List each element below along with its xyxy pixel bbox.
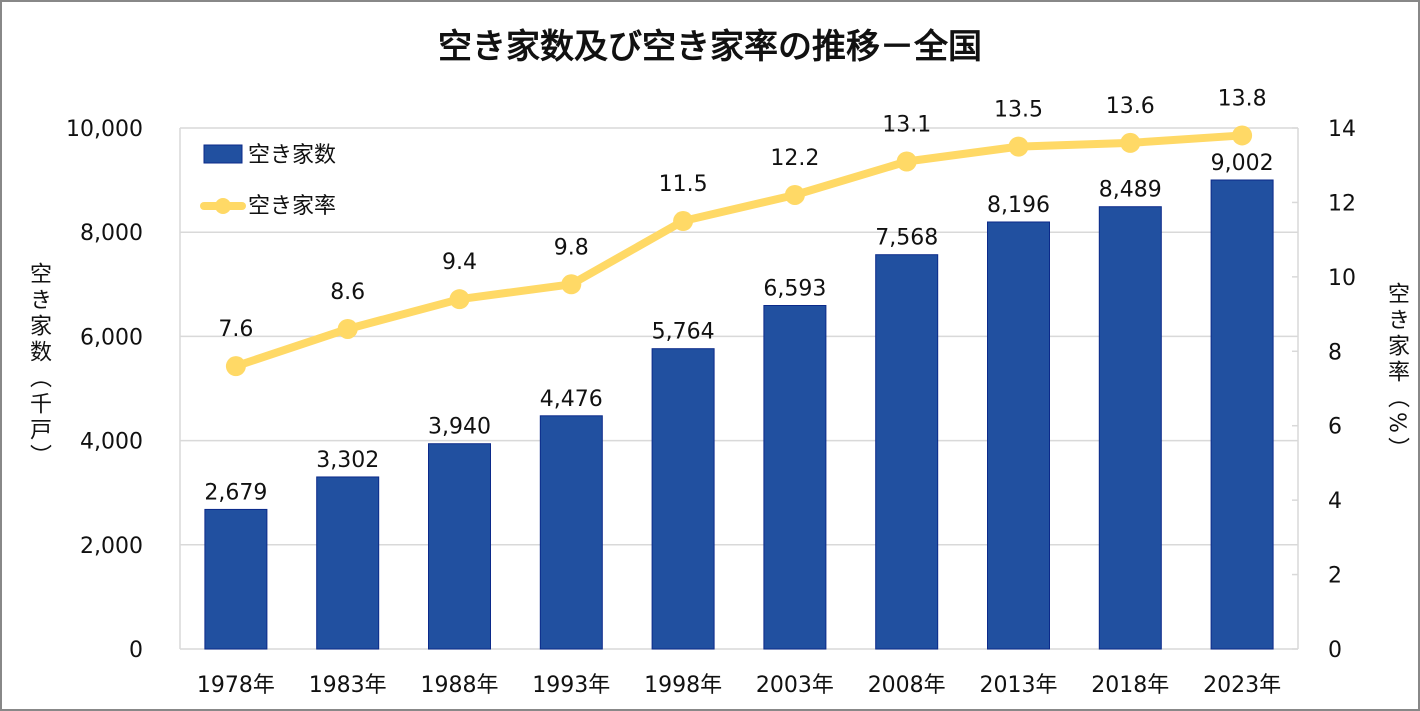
x-tick-label: 1993年 <box>532 673 610 698</box>
x-tick-label: 1988年 <box>421 673 499 698</box>
line-data-label: 9.4 <box>442 250 477 275</box>
bar-data-label: 5,764 <box>652 320 715 345</box>
y2-tick-label: 14 <box>1328 117 1356 142</box>
bar <box>763 305 827 650</box>
bar-data-label: 3,940 <box>428 415 491 440</box>
bar-data-label: 9,002 <box>1211 151 1274 176</box>
legend: 空き家数 空き家率 <box>200 143 336 219</box>
x-tick-label: 1978年 <box>197 673 275 698</box>
chart-title: 空き家数及び空き家率の推移－全国 <box>438 27 982 67</box>
bar-data-label: 7,568 <box>875 226 938 251</box>
line-data-label: 11.5 <box>659 172 708 197</box>
bar <box>204 508 268 650</box>
bar <box>1210 179 1274 650</box>
line-data-label: 13.8 <box>1218 86 1267 111</box>
y-tick-label: 6,000 <box>80 325 143 350</box>
legend-label-bars: 空き家数 <box>248 143 336 168</box>
x-tick-label: 2023年 <box>1203 673 1281 698</box>
y2-tick-label: 12 <box>1328 191 1356 216</box>
bar <box>875 254 939 650</box>
rate-marker <box>1120 132 1141 153</box>
bar-data-label: 4,476 <box>540 387 603 412</box>
bar <box>987 221 1050 650</box>
line-data-label: 9.8 <box>554 235 589 260</box>
y-axis-label: 空き家数（千戸） <box>26 262 51 470</box>
bar-data-label: 3,302 <box>316 448 379 473</box>
line-data-label: 7.6 <box>218 317 253 342</box>
bar-data-label: 8,196 <box>987 193 1050 218</box>
bar <box>428 443 491 650</box>
x-tick-label: 2013年 <box>980 673 1058 698</box>
bar-data-label: 2,679 <box>204 480 267 505</box>
x-tick-label: 2003年 <box>756 673 834 698</box>
rate-marker <box>337 318 358 339</box>
rate-marker <box>225 356 246 377</box>
y2-tick-label: 0 <box>1328 638 1342 663</box>
rate-marker <box>896 151 917 172</box>
x-tick-label: 1983年 <box>309 673 387 698</box>
y2-axis-label: 空き家率（%） <box>1384 282 1409 463</box>
rate-marker <box>1232 125 1253 146</box>
line-data-label: 8.6 <box>330 280 365 305</box>
legend-swatch-bars <box>203 144 243 164</box>
line-data-label: 12.2 <box>770 146 819 171</box>
bar <box>651 348 715 650</box>
bar <box>1098 206 1162 650</box>
bar <box>316 476 380 650</box>
y2-tick-label: 6 <box>1328 415 1342 440</box>
y-tick-label: 4,000 <box>80 430 143 455</box>
rate-marker <box>1008 136 1029 157</box>
y2-tick-label: 8 <box>1328 340 1342 365</box>
y2-tick-label: 4 <box>1328 489 1342 514</box>
bar-data-label: 8,489 <box>1099 178 1162 203</box>
y2-tick-label: 10 <box>1328 266 1356 291</box>
bar-data-label: 6,593 <box>763 277 826 302</box>
line-data-label: 13.6 <box>1106 94 1155 119</box>
y2-tick-label: 2 <box>1328 564 1342 589</box>
x-tick-label: 1998年 <box>644 673 722 698</box>
y-tick-label: 10,000 <box>66 117 143 142</box>
rate-marker <box>673 211 694 232</box>
line-data-label: 13.1 <box>882 112 931 137</box>
x-tick-label: 2008年 <box>868 673 946 698</box>
rate-marker <box>449 289 470 310</box>
rate-line <box>234 131 1243 370</box>
rate-marker <box>561 274 582 295</box>
rate-marker <box>784 184 805 205</box>
x-tick-label: 2018年 <box>1091 673 1169 698</box>
legend-label-line: 空き家率 <box>248 194 336 219</box>
legend-swatch-marker <box>215 198 231 214</box>
y-tick-label: 0 <box>129 638 143 663</box>
line-data-label: 13.5 <box>994 98 1043 123</box>
y-tick-label: 8,000 <box>80 221 143 246</box>
y-tick-label: 2,000 <box>80 534 143 559</box>
bar <box>539 415 603 650</box>
